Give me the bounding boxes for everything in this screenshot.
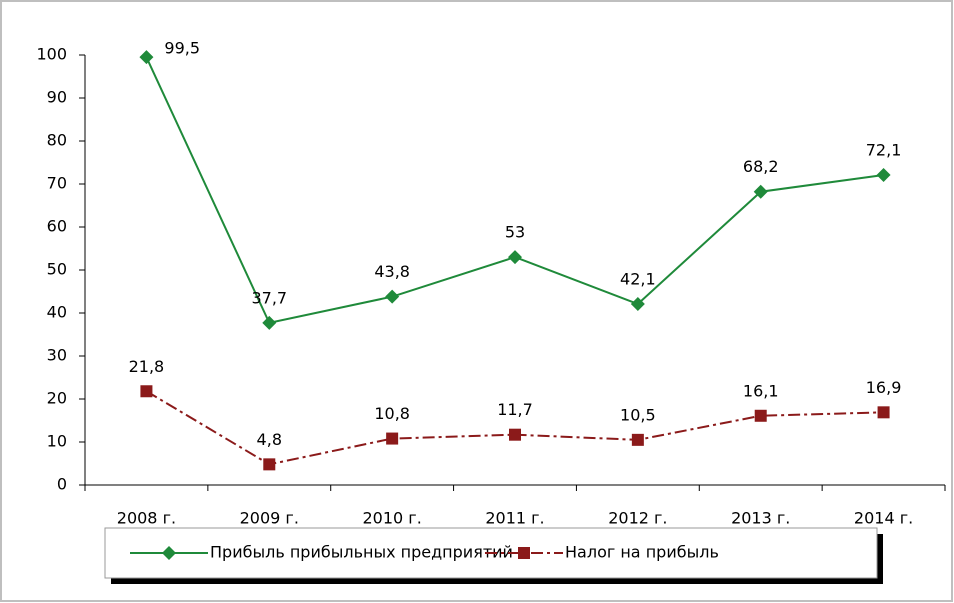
y-tick-label: 10 <box>47 432 67 451</box>
y-tick-label: 20 <box>47 389 67 408</box>
x-tick-label: 2009 г. <box>240 509 299 528</box>
marker <box>263 458 276 471</box>
data-label: 72,1 <box>866 140 902 159</box>
data-label: 16,1 <box>743 381 779 400</box>
y-tick-label: 50 <box>47 260 67 279</box>
marker <box>754 409 767 422</box>
marker <box>876 167 891 182</box>
marker <box>877 406 890 419</box>
x-tick-label: 2014 г. <box>854 509 913 528</box>
marker <box>753 184 768 199</box>
x-tick-label: 2008 г. <box>117 509 176 528</box>
x-tick-label: 2013 г. <box>731 509 790 528</box>
marker <box>508 250 522 265</box>
legend-label: Налог на прибыль <box>565 543 719 562</box>
y-tick-label: 40 <box>47 303 67 322</box>
data-label: 43,8 <box>374 262 410 281</box>
x-tick-label: 2012 г. <box>608 509 667 528</box>
marker <box>386 432 399 445</box>
data-label: 11,7 <box>497 400 533 419</box>
y-tick-label: 60 <box>47 217 67 236</box>
data-label: 4,8 <box>257 430 282 449</box>
y-tick-label: 0 <box>57 475 67 494</box>
data-label: 53 <box>505 223 525 242</box>
marker <box>518 547 530 559</box>
y-tick-label: 30 <box>47 346 67 365</box>
data-label: 42,1 <box>620 269 656 288</box>
data-label: 37,7 <box>251 288 287 307</box>
x-tick-label: 2011 г. <box>485 509 544 528</box>
marker <box>140 385 153 398</box>
marker <box>262 315 277 330</box>
x-tick-label: 2010 г. <box>362 509 421 528</box>
marker <box>385 289 400 304</box>
legend-label: Прибыль прибыльных предприятий <box>210 543 513 562</box>
data-label: 10,5 <box>620 405 656 424</box>
marker <box>631 433 644 446</box>
y-tick-label: 70 <box>47 174 67 193</box>
marker <box>162 546 176 560</box>
data-label: 99,5 <box>164 39 200 58</box>
data-label: 10,8 <box>374 404 410 423</box>
data-label: 68,2 <box>743 157 779 176</box>
y-tick-label: 90 <box>47 88 67 107</box>
data-label: 21,8 <box>129 357 165 376</box>
marker <box>139 50 154 65</box>
marker <box>630 296 645 311</box>
y-tick-label: 80 <box>47 131 67 150</box>
marker <box>509 428 521 441</box>
data-label: 16,9 <box>866 378 902 397</box>
y-tick-label: 100 <box>36 45 67 64</box>
